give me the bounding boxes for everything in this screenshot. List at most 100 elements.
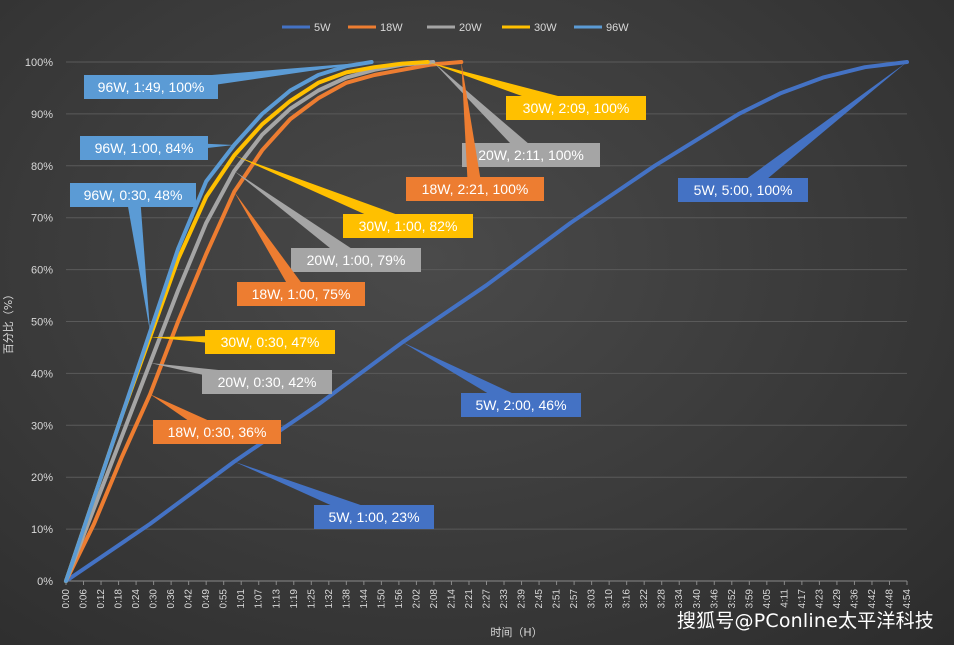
x-tick-label: 3:28: [657, 589, 668, 609]
x-tick-label: 0:24: [131, 589, 142, 609]
legend-label-30w: 30W: [534, 22, 557, 34]
callout-box: [678, 178, 808, 202]
y-tick-label: 40%: [31, 368, 53, 380]
y-tick-label: 20%: [31, 472, 53, 484]
data-label: 18W, 1:00, 75%: [252, 286, 351, 302]
y-tick-label: 80%: [31, 161, 53, 173]
callout-box: [291, 248, 421, 272]
x-tick-label: 3:34: [674, 589, 685, 609]
data-label: 18W, 2:21, 100%: [422, 181, 529, 197]
callout-pointer: [234, 171, 361, 266]
data-label: 30W, 1:00, 82%: [359, 218, 458, 234]
callout-pointer: [433, 62, 536, 161]
x-tick-label: 1:25: [306, 589, 317, 609]
series-line-96w: [64, 60, 374, 583]
x-tick-label: 3:22: [639, 589, 650, 609]
x-tick-label: 4:23: [814, 589, 825, 609]
callout-box: [80, 136, 208, 160]
x-tick-label: 1:38: [341, 589, 352, 609]
data-label: 96W, 1:00, 84%: [95, 140, 194, 156]
x-tick-label: 0:00: [61, 589, 72, 609]
x-tick-label: 1:07: [254, 589, 265, 609]
x-tick-label: 0:55: [219, 589, 230, 609]
x-tick-label: 2:57: [569, 589, 580, 609]
x-tick-label: 4:05: [762, 589, 773, 609]
x-tick-label: 1:13: [271, 589, 282, 609]
callout-pointer: [738, 62, 907, 196]
callout-pointer: [234, 191, 307, 298]
y-tick-label: 70%: [31, 213, 53, 225]
x-tick-label: 3:10: [604, 589, 615, 609]
x-tick-label: 3:40: [692, 589, 703, 609]
callout-box: [153, 420, 281, 444]
callout-box: [205, 330, 335, 354]
watermark: 搜狐号@PConline太平洋科技: [676, 610, 934, 632]
legend-label-18w: 18W: [380, 22, 403, 34]
callout-box: [314, 505, 434, 529]
x-tick-label: 3:16: [622, 589, 633, 609]
annotations: 96W, 1:49, 100% 96W, 1:00, 84% 96W, 0:30, …: [70, 62, 907, 529]
x-tick-label: 3:52: [727, 589, 738, 609]
x-tick-label: 0:42: [184, 589, 195, 609]
x-tick-label: 0:30: [149, 589, 160, 609]
callout-box: [343, 214, 473, 238]
y-tick-label: 30%: [31, 420, 53, 432]
legend[interactable]: 5W 18W 20W 30W 96W: [282, 22, 629, 34]
data-label: 20W, 1:00, 79%: [307, 252, 406, 268]
y-axis-title: 百分比（%）: [2, 289, 15, 354]
x-tick-label: 3:46: [709, 589, 720, 609]
x-axis: 0:00 0:06 0:12 0:18 0:24 0:30 0:36 0:42 0:49 0:55…: [61, 581, 913, 608]
data-label: 5W, 1:00, 23%: [328, 509, 419, 525]
x-tick-label: 2:08: [429, 589, 440, 609]
y-axis: 0% 10% 20% 30% 40% 50% 60% 70% 80% 90% 100%: [25, 57, 53, 588]
x-tick-label: 4:36: [849, 589, 860, 609]
series-line-18w: [64, 60, 464, 583]
data-label: 30W, 0:30, 47%: [221, 334, 320, 350]
x-tick-label: 4:11: [779, 589, 790, 608]
legend-label-96w: 96W: [606, 22, 629, 34]
x-tick-label: 2:21: [464, 589, 475, 609]
y-tick-label: 90%: [31, 109, 53, 121]
y-tick-label: 60%: [31, 265, 53, 277]
y-tick-label: 0%: [37, 576, 53, 588]
callout-box: [70, 183, 196, 207]
legend-label-5w: 5W: [314, 22, 331, 34]
y-tick-label: 10%: [31, 524, 53, 536]
x-tick-label: 4:17: [797, 589, 808, 609]
callout-box: [506, 96, 646, 120]
callout-pointer: [126, 194, 151, 332]
x-tick-label: 2:27: [482, 589, 493, 609]
x-tick-label: 0:36: [166, 589, 177, 609]
callout-pointer: [234, 155, 411, 233]
x-tick-label: 2:45: [534, 589, 545, 609]
data-label: 96W, 0:30, 48%: [84, 187, 183, 203]
legend-label-20w: 20W: [459, 22, 482, 34]
x-tick-label: 4:54: [902, 589, 913, 609]
data-label: 20W, 0:30, 42%: [218, 374, 317, 390]
x-axis-title: 时间（H）: [490, 626, 542, 639]
callout-box: [406, 177, 544, 201]
callout-pointer: [461, 62, 482, 190]
x-tick-label: 1:32: [324, 589, 335, 609]
x-tick-label: 0:06: [79, 589, 90, 609]
x-tick-label: 2:39: [517, 589, 528, 609]
x-tick-label: 2:51: [552, 589, 563, 609]
callout-box: [237, 282, 365, 306]
x-tick-label: 2:33: [499, 589, 510, 609]
x-tick-label: 4:29: [832, 589, 843, 609]
x-tick-label: 0:18: [114, 589, 125, 609]
callout-box: [202, 370, 332, 394]
x-tick-label: 1:44: [359, 589, 370, 609]
x-tick-label: 0:12: [96, 589, 107, 609]
x-tick-label: 0:49: [201, 589, 212, 609]
data-label: 96W, 1:49, 100%: [98, 79, 205, 95]
callout-box: [84, 75, 218, 99]
x-tick-label: 3:59: [744, 589, 755, 609]
data-label: 20W, 2:11, 100%: [478, 147, 584, 163]
y-tick-label: 100%: [25, 57, 53, 69]
x-tick-label: 1:50: [376, 589, 387, 609]
data-label: 18W, 0:30, 36%: [168, 424, 267, 440]
x-tick-label: 2:02: [411, 589, 422, 609]
data-label: 5W, 2:00, 46%: [475, 397, 566, 413]
